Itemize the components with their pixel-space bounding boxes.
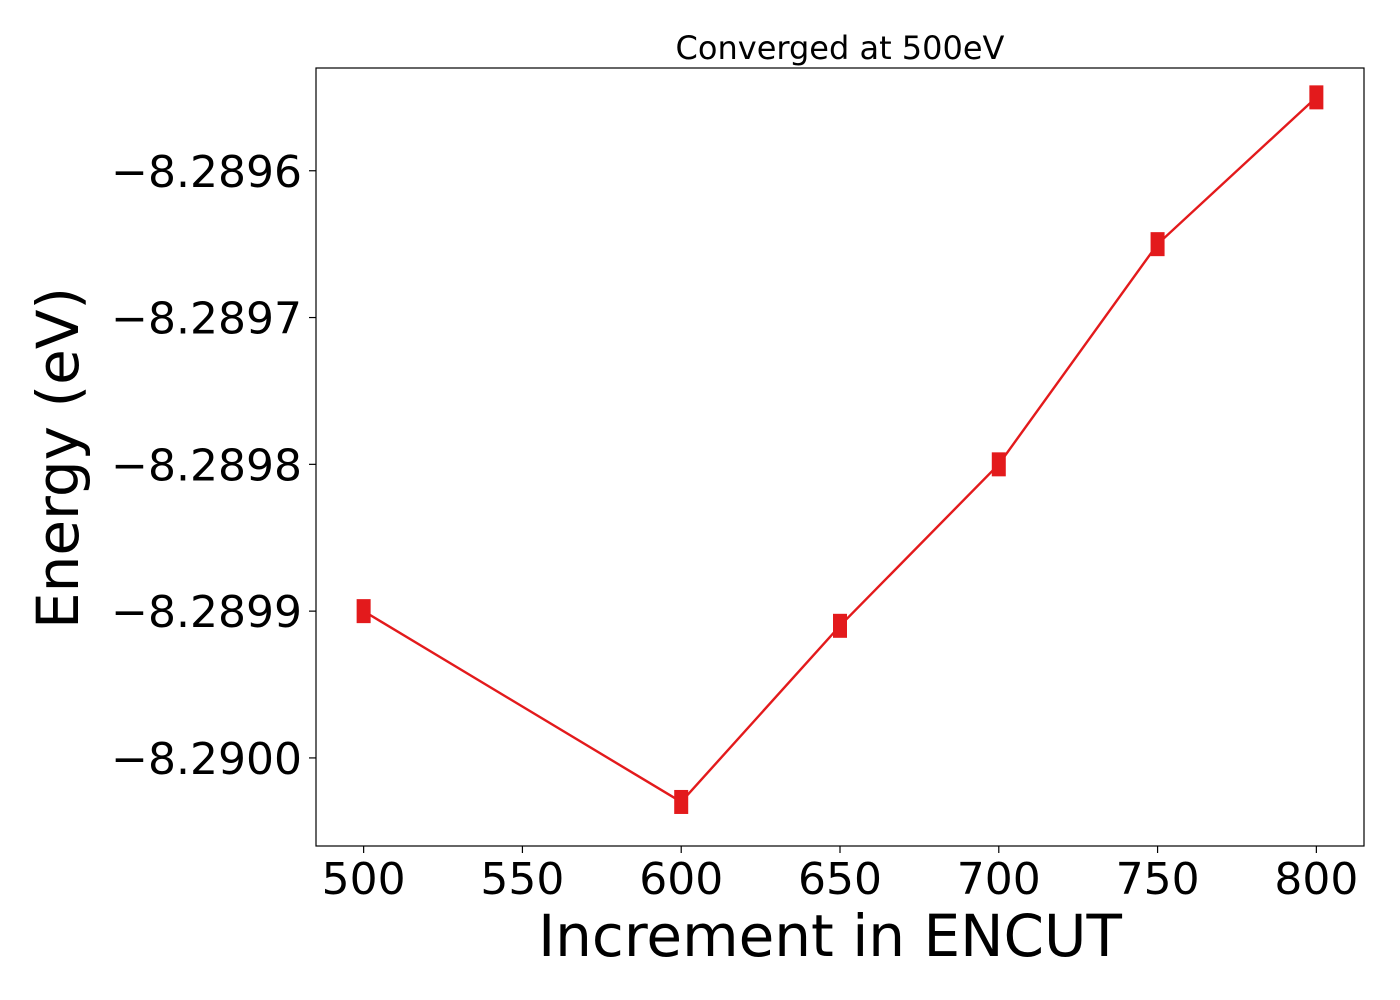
y-axis: −8.2896 −8.2897 −8.2898 −8.2899 −8.2900 xyxy=(111,147,316,785)
data-point-marker xyxy=(1309,85,1324,110)
x-tick-label: 700 xyxy=(957,854,1041,905)
data-point-marker xyxy=(991,452,1006,477)
y-tick-label: −8.2896 xyxy=(111,147,302,198)
plot-area xyxy=(315,67,1365,847)
data-point-marker xyxy=(356,599,371,624)
data-point-marker xyxy=(674,789,689,814)
x-tick-label: 650 xyxy=(798,854,882,905)
y-axis-title: Energy (eV) xyxy=(24,287,92,629)
x-tick-label: 750 xyxy=(1116,854,1200,905)
x-tick-label: 500 xyxy=(322,854,406,905)
x-tick-label: 800 xyxy=(1274,854,1358,905)
x-tick-label: 550 xyxy=(480,854,564,905)
data-point-marker xyxy=(1150,232,1165,257)
series-layer xyxy=(356,85,1324,814)
x-tick-label: 600 xyxy=(639,854,723,905)
x-axis: 500 550 600 650 700 750 800 xyxy=(322,846,1358,905)
plot-frame xyxy=(315,67,1365,847)
y-tick-label: −8.2899 xyxy=(111,587,302,638)
series-line xyxy=(363,96,1318,804)
x-axis-title: Increment in ENCUT xyxy=(538,902,1122,970)
y-tick-label: −8.2900 xyxy=(111,734,302,785)
y-tick-label: −8.2898 xyxy=(111,440,302,491)
y-tick-label: −8.2897 xyxy=(111,294,302,345)
data-point-marker xyxy=(833,613,847,638)
chart-title: Converged at 500eV xyxy=(676,29,1005,67)
